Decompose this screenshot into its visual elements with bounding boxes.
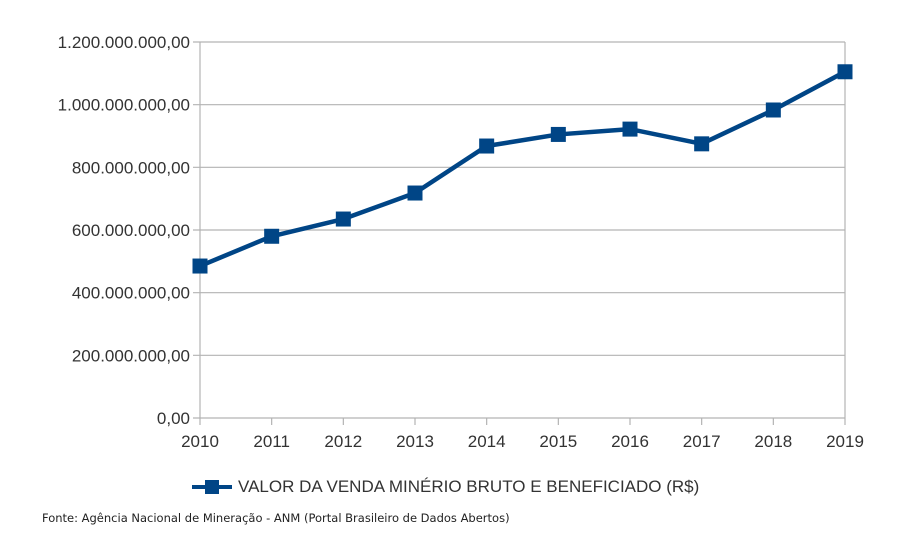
data-point-2012: [335, 211, 351, 227]
data-point-2013: [407, 185, 423, 201]
series-line-path: [199, 69, 847, 269]
data-point-2017: [694, 136, 710, 152]
x-tick-label: 2018: [754, 432, 792, 451]
y-tick-label: 600.000.000,00: [72, 221, 190, 240]
data-point-2011: [264, 228, 280, 244]
data-point-2018: [765, 102, 781, 118]
x-tick-label: 2012: [324, 432, 362, 451]
y-tick-label: 800.000.000,00: [72, 158, 190, 177]
y-axis-ticks: 0,00 200.000.000,00 400.000.000,00 600.000.…: [58, 33, 190, 428]
y-tick-label: 1.000.000.000,00: [58, 96, 190, 115]
data-point-2010: [192, 258, 208, 274]
x-axis-ticks: 2010 2011 2012 2013 2014 2015 2016 2017 2018 2019: [181, 432, 864, 451]
y-tick-label: 1.200.000.000,00: [58, 33, 190, 52]
y-tick-label: 0,00: [157, 409, 190, 428]
x-tick-label: 2017: [683, 432, 721, 451]
x-tick-label: 2016: [611, 432, 649, 451]
legend-label: VALOR DA VENDA MINÉRIO BRUTO E BENEFICIA…: [238, 477, 700, 496]
source-note: Fonte: Agência Nacional de Mineração - A…: [42, 511, 510, 525]
legend: VALOR DA VENDA MINÉRIO BRUTO E BENEFICIA…: [192, 474, 699, 500]
y-tick-label: 200.000.000,00: [72, 346, 190, 365]
x-tick-label: 2015: [539, 432, 577, 451]
data-point-2016: [622, 121, 638, 137]
x-tick-label: 2011: [253, 432, 290, 451]
x-tick-label: 2013: [396, 432, 434, 451]
data-point-2019: [837, 64, 853, 80]
data-point-2014: [479, 138, 495, 154]
data-point-2015: [550, 126, 566, 142]
x-tick-label: 2019: [826, 432, 864, 451]
y-tick-label: 400.000.000,00: [72, 284, 190, 303]
x-tick-label: 2010: [181, 432, 219, 451]
series-line: [192, 64, 853, 274]
x-tick-label: 2014: [468, 432, 506, 451]
line-chart: 0,00 200.000.000,00 400.000.000,00 600.000.…: [58, 33, 864, 451]
legend-swatch-icon: [192, 479, 232, 495]
